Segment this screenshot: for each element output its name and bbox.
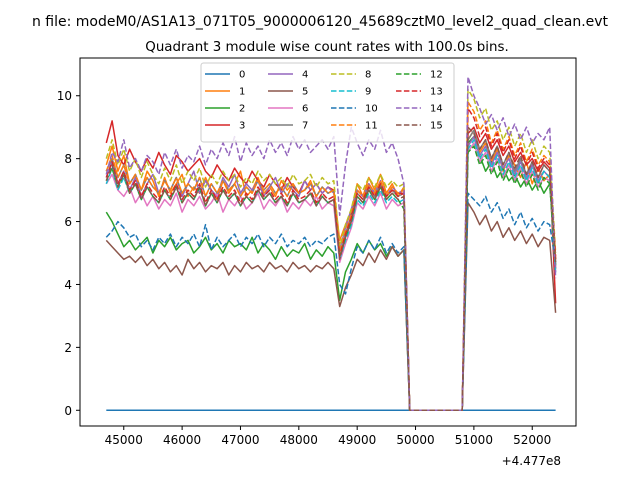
legend-label-7: 7	[302, 121, 308, 132]
series-line-4	[105, 135, 557, 412]
chart-title: Quadrant 3 module wise count rates with …	[145, 40, 508, 55]
legend-label-2: 2	[239, 104, 245, 115]
axes-layer: 45000 46000 47000 48000 49000 50000 51000 52000…	[57, 89, 552, 447]
series-line-3	[105, 120, 557, 412]
legend-label-9: 9	[365, 87, 371, 98]
series-line-8	[105, 88, 557, 412]
legend-label-6: 6	[302, 104, 308, 115]
x-tick-label: 52000	[513, 433, 551, 447]
series-line-14	[105, 76, 557, 412]
y-tick-label: 0	[64, 404, 72, 418]
series-layer	[105, 76, 557, 412]
legend-label-14: 14	[430, 104, 443, 115]
x-tick-label: 46000	[163, 433, 201, 447]
legend-label-1: 1	[239, 87, 245, 98]
legend-label-0: 0	[239, 70, 245, 81]
x-tick-label: 47000	[221, 433, 259, 447]
plot-frame	[79, 57, 577, 427]
y-tick-label: 6	[64, 215, 72, 229]
series-line-13	[105, 107, 557, 412]
legend-label-5: 5	[302, 87, 308, 98]
legend-label-8: 8	[365, 70, 371, 81]
y-tick-label: 4	[64, 278, 72, 292]
legend-label-3: 3	[239, 121, 245, 132]
series-line-10	[105, 192, 557, 412]
series-line-9	[105, 139, 557, 412]
legend-label-13: 13	[430, 87, 443, 98]
legend-frame	[200, 62, 455, 143]
x-offset-label: +4.477e8	[502, 454, 561, 468]
x-tick-label: 48000	[280, 433, 318, 447]
x-tick-label: 45000	[105, 433, 143, 447]
legend-label-11: 11	[365, 121, 378, 132]
x-tick-label: 50000	[396, 433, 434, 447]
legend-label-12: 12	[430, 70, 443, 81]
y-tick-label: 10	[57, 89, 72, 103]
legend-label-4: 4	[302, 70, 308, 81]
series-line-5	[105, 201, 557, 412]
series-line-15	[105, 126, 557, 412]
x-tick-label: 51000	[455, 433, 493, 447]
y-tick-label: 8	[64, 152, 72, 166]
series-line-6	[105, 142, 557, 412]
series-line-11	[105, 101, 557, 412]
legend-label-15: 15	[430, 121, 443, 132]
x-tick-label: 49000	[338, 433, 376, 447]
figure-suptitle: n file: modeM0/AS1A13_071T05_9000006120_…	[32, 14, 609, 30]
y-tick-label: 2	[64, 341, 72, 355]
legend-label-10: 10	[365, 104, 378, 115]
